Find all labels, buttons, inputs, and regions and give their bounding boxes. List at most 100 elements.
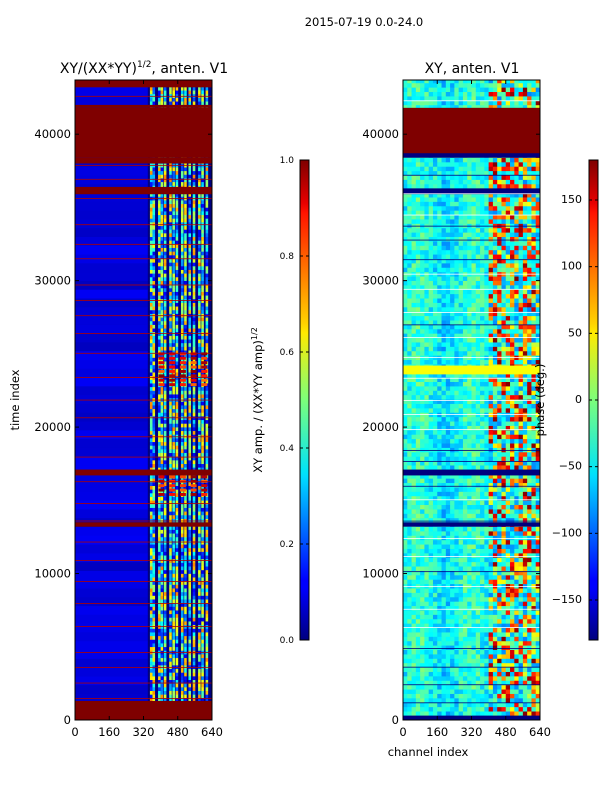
heatmap-cell <box>160 339 164 344</box>
heatmap-cell <box>201 628 204 633</box>
heatmap-cell <box>428 671 434 677</box>
heatmap-cell <box>432 487 438 492</box>
heatmap-cell <box>184 302 187 307</box>
heatmap-cell <box>180 287 184 292</box>
heatmap-cell <box>160 496 164 501</box>
heatmap-cell <box>492 447 498 453</box>
heatmap-cell <box>205 430 209 435</box>
heatmap-cell <box>160 244 164 248</box>
heatmap-cell <box>522 610 528 615</box>
heatmap-cell <box>475 566 481 571</box>
heatmap-cell <box>510 680 515 686</box>
heatmap-cell <box>522 706 528 712</box>
heatmap-cell <box>149 438 153 443</box>
heatmap-cell <box>192 551 196 556</box>
heatmap-cell <box>180 225 184 230</box>
heatmap-cell <box>158 386 161 391</box>
heatmap-cell <box>175 536 179 541</box>
heatmap-cell <box>522 447 528 453</box>
heatmap-cell <box>467 535 472 541</box>
heatmap-cell <box>437 579 442 585</box>
heatmap-cell <box>205 460 209 465</box>
heatmap-cell <box>411 614 417 620</box>
heatmap-cell <box>201 599 204 604</box>
heatmap-cell <box>497 548 502 554</box>
heatmap-cell <box>518 451 524 457</box>
heatmap-cell <box>411 548 417 554</box>
heatmap-cell <box>441 509 447 514</box>
heatmap-cell <box>188 588 192 593</box>
heatmap-cell <box>480 491 485 497</box>
heatmap-cell <box>454 610 459 615</box>
heatmap-cell <box>175 383 179 388</box>
heatmap-cell <box>531 504 537 510</box>
heatmap-cell <box>172 547 175 552</box>
heatmap-band <box>75 700 212 720</box>
heatmap-cell <box>501 491 507 497</box>
heatmap-cell <box>184 628 187 633</box>
heatmap-cell <box>514 658 519 664</box>
heatmap-cell <box>192 613 196 618</box>
heatmap-cell <box>188 482 192 486</box>
y-tick-label: 0 <box>64 713 71 727</box>
heatmap-cell <box>198 167 201 172</box>
heatmap-cell <box>169 265 172 270</box>
heatmap-flag-line <box>75 399 212 401</box>
heatmap-cell <box>149 361 153 366</box>
heatmap-cell <box>184 423 187 428</box>
heatmap-cell <box>527 658 532 664</box>
heatmap-cell <box>160 698 164 702</box>
heatmap-cell <box>480 517 485 523</box>
heatmap-cell <box>531 601 537 607</box>
heatmap-cell <box>424 482 429 488</box>
heatmap-cell <box>450 438 455 444</box>
heatmap-cell <box>75 640 148 651</box>
heatmap-cell <box>184 496 187 501</box>
heatmap-cell <box>420 526 425 532</box>
heatmap-cell <box>198 251 201 256</box>
heatmap-cell <box>467 614 472 620</box>
heatmap-cell <box>160 192 164 197</box>
heatmap-cell <box>149 544 153 549</box>
heatmap-cell <box>149 558 153 563</box>
heatmap-cell <box>192 93 196 98</box>
heatmap-cell <box>75 561 148 571</box>
heatmap-cell <box>175 449 179 454</box>
heatmap-cell <box>527 575 532 580</box>
heatmap-cell <box>411 535 417 541</box>
heatmap-cell <box>475 596 481 602</box>
heatmap-cell <box>475 482 481 488</box>
heatmap-cell <box>475 610 481 615</box>
heatmap-cell <box>462 667 468 672</box>
heatmap-cell <box>505 566 511 571</box>
heatmap-cell <box>188 342 192 347</box>
heatmap-cell <box>454 548 459 554</box>
heatmap-cell <box>497 566 502 571</box>
heatmap-cell <box>198 178 201 183</box>
heatmap-cell <box>411 570 417 576</box>
heatmap-cell <box>437 495 442 501</box>
heatmap-cell <box>497 684 502 690</box>
heatmap-cell <box>149 207 153 212</box>
heatmap-cell <box>192 328 196 333</box>
heatmap-cell <box>432 579 438 585</box>
heatmap-cell <box>149 445 153 450</box>
heatmap-cell <box>198 467 201 472</box>
heatmap-cell <box>152 628 156 633</box>
heatmap-cell <box>152 335 156 340</box>
heatmap-cell <box>180 101 184 106</box>
heatmap-cell <box>169 211 172 216</box>
heatmap-cell <box>462 531 468 536</box>
heatmap-cell <box>467 434 472 440</box>
heatmap-flag-line <box>75 95 212 97</box>
heatmap-cell <box>471 509 477 514</box>
heatmap-cell <box>518 544 524 549</box>
heatmap-cell <box>192 690 196 695</box>
heatmap-cell <box>205 269 209 274</box>
heatmap-cell <box>471 680 477 686</box>
heatmap-cell <box>420 517 425 523</box>
heatmap-cell <box>169 492 176 496</box>
heatmap-cell <box>169 672 172 677</box>
heatmap-cell <box>484 456 489 462</box>
heatmap-cell <box>411 658 417 664</box>
